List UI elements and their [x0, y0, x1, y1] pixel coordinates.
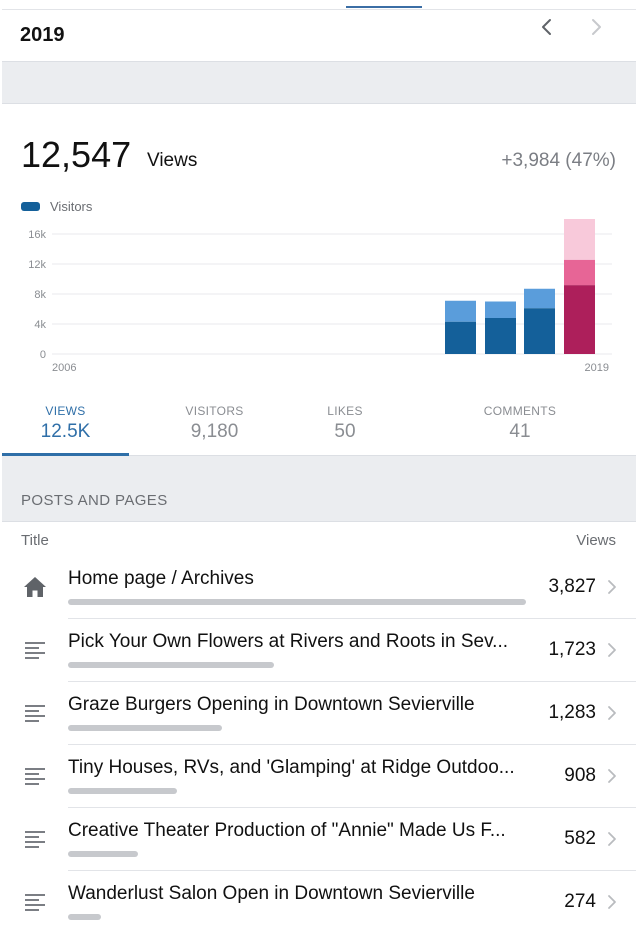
tab-visitors[interactable]: VISITORS 9,180 [152, 404, 277, 443]
post-title: Creative Theater Production of "Annie" M… [68, 820, 506, 841]
post-views-bar [68, 788, 177, 794]
chevron-left-icon [542, 19, 551, 35]
chart-bar-visitors [445, 321, 476, 354]
views-bar-chart[interactable]: 16k 12k 8k 4k 0 2006 2019 [2, 219, 636, 379]
chart-bar-views [445, 300, 476, 322]
header-separator [2, 61, 636, 104]
period-header: 2019 [2, 9, 636, 61]
y-tick-label: 8k [34, 289, 46, 301]
tab-visitors-value: 9,180 [190, 421, 239, 442]
row-divider [68, 618, 636, 619]
chevron-right-icon [606, 830, 618, 848]
post-views-bar [68, 662, 274, 668]
tab-views[interactable]: VIEWS 12.5K [2, 404, 129, 443]
post-views-count: 1,723 [548, 639, 596, 660]
posts-section-header: POSTS AND PAGES [2, 456, 636, 522]
x-tick-label-end: 2019 [585, 362, 609, 374]
post-icon [22, 637, 48, 663]
chevron-right-icon [606, 704, 618, 722]
post-views-count: 3,827 [548, 576, 596, 597]
column-views-label: Views [576, 532, 616, 549]
post-row[interactable]: Graze Burgers Opening in Downtown Sevier… [2, 682, 636, 745]
post-views-count: 274 [564, 891, 596, 912]
top-tab-indicator [346, 6, 422, 8]
chart-bar-views [485, 301, 516, 318]
post-row[interactable]: Wanderlust Salon Open in Downtown Sevier… [2, 871, 636, 934]
post-row[interactable]: Home page / Archives 3,827 [2, 556, 636, 619]
total-views-value: 12,547 [21, 134, 132, 175]
post-icon [22, 700, 48, 726]
post-views-bar [68, 725, 222, 731]
stats-card: 12,547 Views +3,984 (47%) Visitors 16k 12… [2, 104, 636, 456]
post-title: Graze Burgers Opening in Downtown Sevier… [68, 694, 475, 715]
chart-bar-views [564, 259, 595, 286]
post-row[interactable]: Creative Theater Production of "Annie" M… [2, 808, 636, 871]
y-tick-label: 12k [28, 259, 46, 271]
post-icon [22, 889, 48, 915]
row-divider [68, 807, 636, 808]
tab-likes-value: 50 [334, 421, 356, 442]
tab-visitors-label: VISITORS [185, 404, 244, 418]
legend-swatch-visitors [21, 202, 40, 211]
post-title: Tiny Houses, RVs, and 'Glamping' at Ridg… [68, 757, 515, 778]
chevron-right-icon [606, 641, 618, 659]
chart-bar-extra [564, 219, 595, 260]
y-tick-label: 16k [28, 229, 46, 241]
post-row[interactable]: Pick Your Own Flowers at Rivers and Root… [2, 619, 636, 682]
views-change: +3,984 (47%) [501, 150, 616, 171]
total-views-label: Views [147, 150, 198, 171]
chart-bar-visitors [564, 285, 595, 354]
y-tick-label: 0 [40, 349, 46, 361]
post-views-bar [68, 851, 138, 857]
active-tab-underline [2, 453, 129, 456]
tab-comments-value: 41 [509, 421, 531, 442]
post-icon [22, 826, 48, 852]
post-title: Wanderlust Salon Open in Downtown Sevier… [68, 883, 475, 904]
chart-bar-views [524, 288, 555, 309]
posts-list: Title Views Home page / Archives 3,827 Pic… [2, 522, 636, 949]
row-divider [68, 744, 636, 745]
previous-period-button[interactable] [533, 14, 559, 40]
post-row[interactable]: Tiny Houses, RVs, and 'Glamping' at Ridg… [2, 745, 636, 808]
tab-views-label: VIEWS [45, 404, 86, 418]
tab-comments[interactable]: COMMENTS 41 [462, 404, 578, 443]
tab-likes-label: LIKES [327, 404, 363, 418]
chart-legend: Visitors [21, 199, 92, 214]
posts-list-header: Title Views [2, 522, 636, 556]
chevron-right-icon [606, 578, 618, 596]
tab-comments-label: COMMENTS [483, 404, 557, 418]
chart-bar-visitors [524, 308, 555, 354]
post-icon [22, 763, 48, 789]
y-tick-label: 4k [34, 319, 46, 331]
column-title-label: Title [21, 532, 49, 549]
row-divider [68, 870, 636, 871]
x-tick-label-start: 2006 [52, 362, 76, 374]
tab-views-value: 12.5K [40, 421, 91, 442]
posts-section-title: POSTS AND PAGES [21, 492, 168, 509]
row-divider [68, 681, 636, 682]
post-title: Pick Your Own Flowers at Rivers and Root… [68, 631, 508, 652]
chevron-right-icon [606, 893, 618, 911]
post-views-bar [68, 599, 526, 605]
post-views-count: 1,283 [548, 702, 596, 723]
post-views-count: 908 [564, 765, 596, 786]
stats-tabs: VIEWS 12.5K VISITORS 9,180 LIKES 50 COMM… [2, 404, 636, 456]
post-views-count: 582 [564, 828, 596, 849]
chevron-right-icon [592, 19, 601, 35]
legend-label-visitors: Visitors [50, 199, 93, 214]
next-period-button[interactable] [584, 14, 610, 40]
chevron-right-icon [606, 767, 618, 785]
post-views-bar [68, 914, 101, 920]
tab-likes[interactable]: LIKES 50 [294, 404, 396, 443]
period-title: 2019 [20, 24, 65, 46]
post-title: Home page / Archives [68, 568, 254, 589]
chart-bar-visitors [485, 318, 516, 354]
home-icon [22, 574, 48, 600]
